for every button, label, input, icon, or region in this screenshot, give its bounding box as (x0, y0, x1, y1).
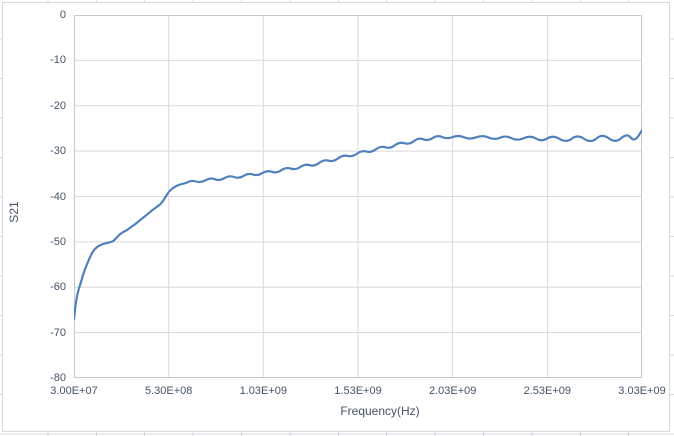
y-tick-label: -60 (50, 281, 66, 294)
y-tick-label: -30 (50, 145, 66, 158)
y-tick-label: -10 (50, 54, 66, 67)
y-tick-label: -40 (50, 190, 66, 203)
plot-area[interactable] (74, 15, 642, 378)
x-tick-label: 1.53E+09 (334, 385, 382, 397)
x-tick-label: 5.30E+08 (144, 385, 193, 397)
chart-canvas[interactable] (74, 15, 642, 378)
y-tick-label: -80 (50, 372, 66, 384)
x-tick-label: 2.53E+09 (523, 385, 572, 397)
y-tick-label: -50 (50, 235, 66, 248)
chart-object[interactable]: 0 -10 -20 -30 -40 -50 -60 -70 -80 3.00E+07 5.30E+… (2, 2, 670, 432)
y-axis-title: S21 (7, 201, 21, 223)
x-axis-title: Frequency(Hz) (340, 404, 420, 418)
x-tick-label: 2.03E+09 (428, 385, 477, 397)
y-tick-label: -70 (50, 326, 66, 339)
x-tick-label: 3.00E+07 (50, 385, 98, 397)
y-tick-label: -20 (50, 99, 66, 112)
x-tick-label: 1.03E+09 (239, 385, 288, 397)
x-tick-label: 3.03E+09 (618, 385, 666, 397)
plot-border (74, 15, 642, 378)
s21-series-line[interactable] (74, 129, 642, 321)
y-tick-label: 0 (59, 9, 66, 21)
